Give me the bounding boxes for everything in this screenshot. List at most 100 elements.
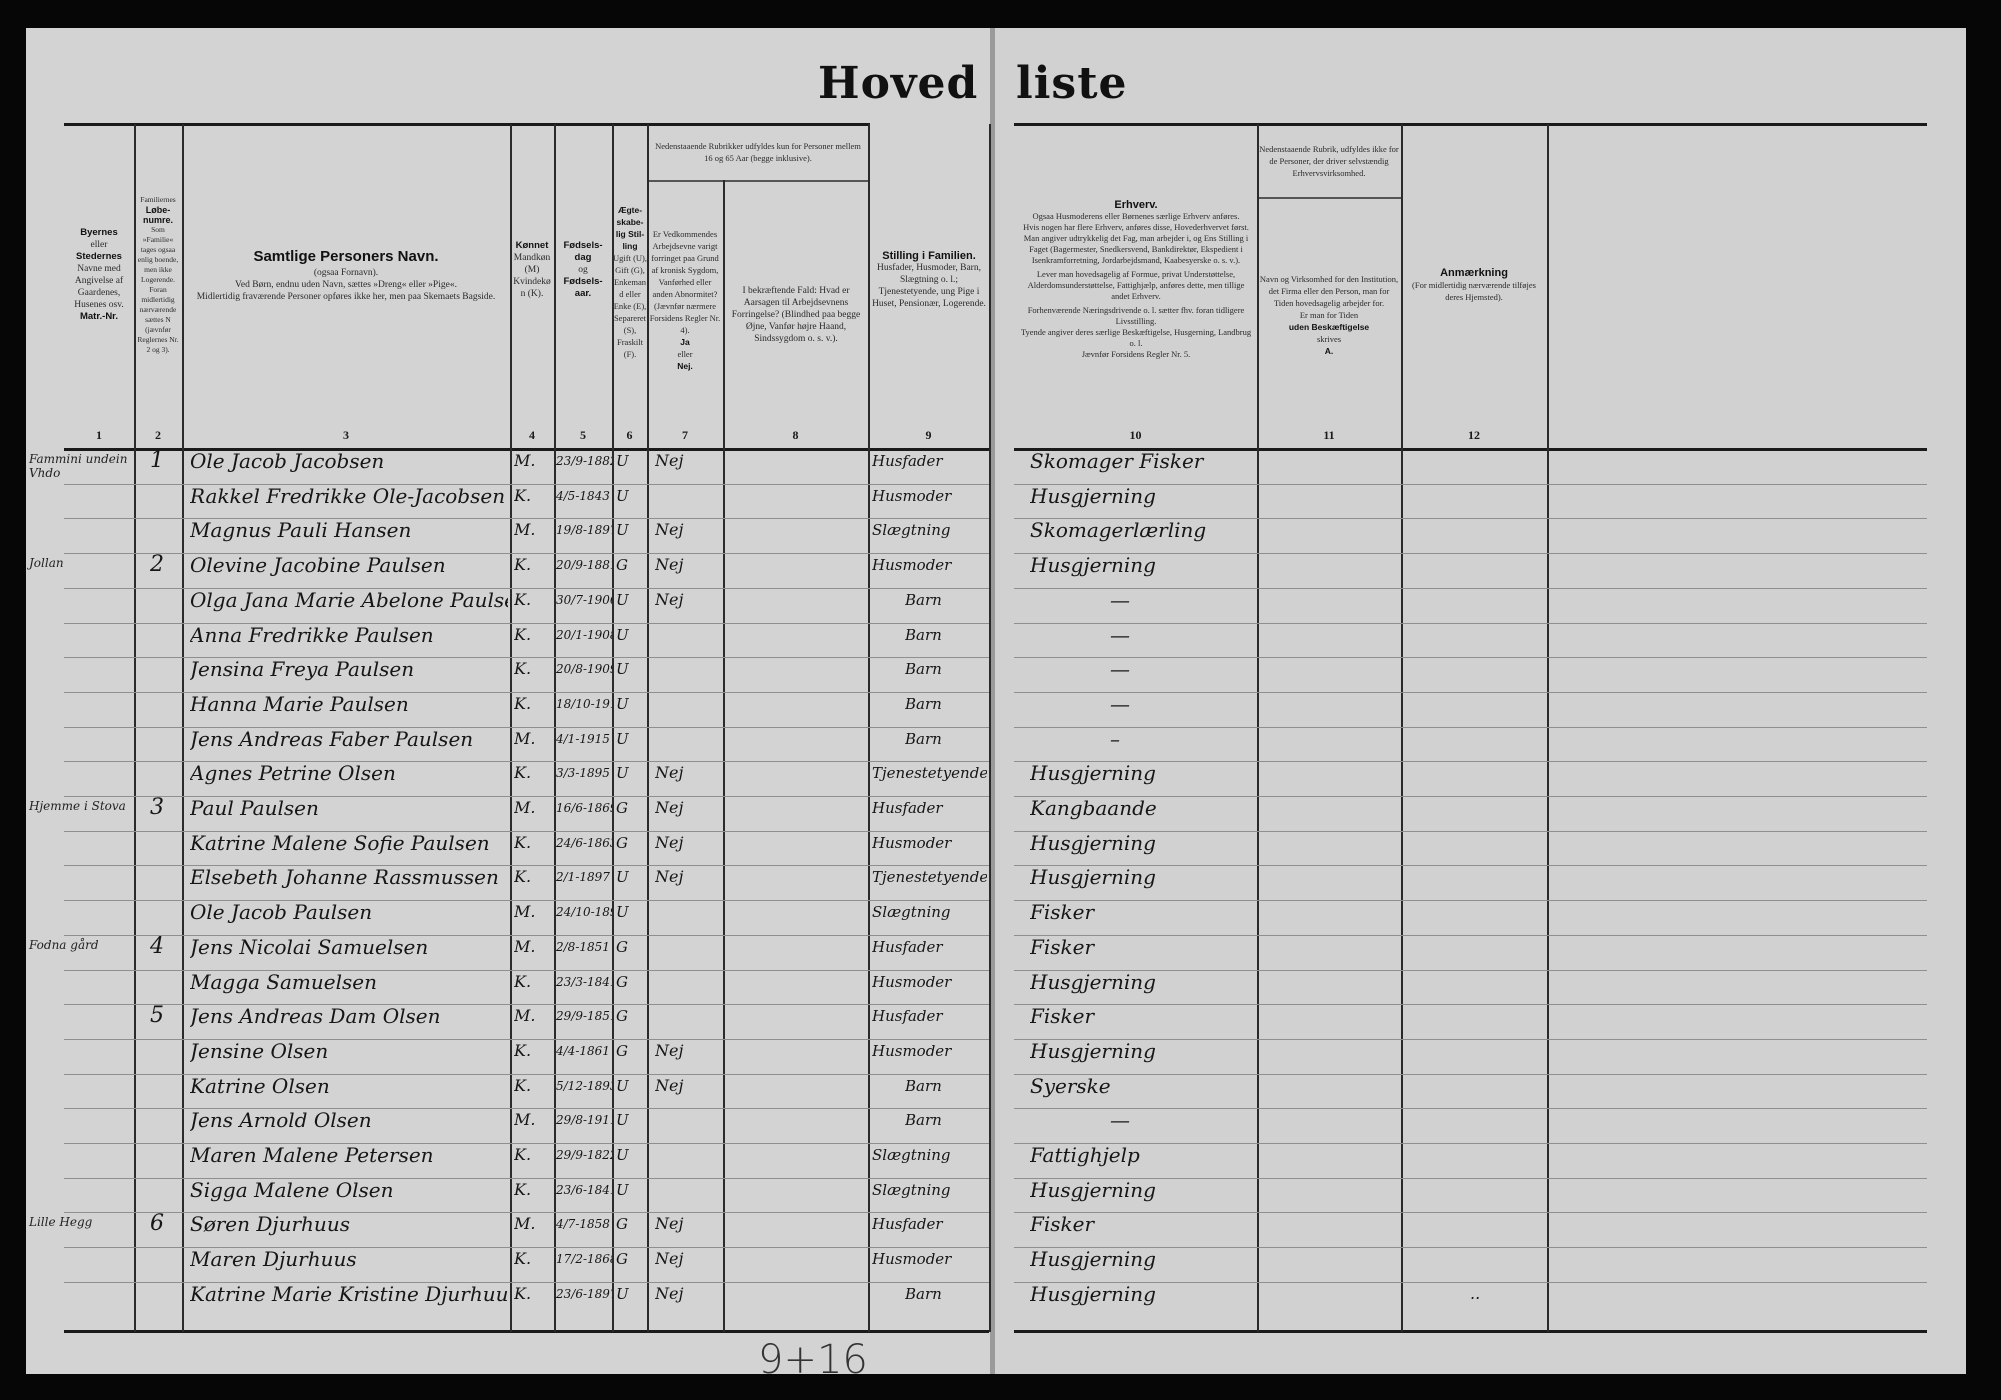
cell-name: Olga Jana Marie Abelone Paulsen [190, 588, 508, 612]
cell-sex: M. [514, 1214, 536, 1233]
cell-place: Jollan [29, 556, 64, 570]
row-rule [1014, 1178, 1927, 1179]
row-rule [1014, 796, 1927, 797]
cell-disabled: Nej [655, 451, 684, 470]
cell-civil: G [616, 1250, 628, 1268]
cell-sex: K. [514, 1249, 532, 1268]
cell-occupation: — [1110, 588, 1130, 612]
cell-sex: M. [514, 1006, 536, 1025]
cell-name: Magga Samuelsen [190, 970, 377, 994]
cell-family-number [150, 1031, 180, 1065]
column-number: 1 [96, 428, 102, 442]
cell-civil: G [616, 556, 628, 574]
cell-family-number [150, 1066, 180, 1100]
cell-disabled: Nej [655, 763, 684, 782]
row-rule [64, 1039, 989, 1040]
header-col8: I bekræftende Fald: Hvad er Aarsagen til… [731, 286, 861, 344]
cell-born: 23/6-1841 [556, 1183, 612, 1197]
cell-note [1470, 788, 1530, 822]
column-number: 6 [626, 428, 633, 442]
cell-family-number [150, 580, 180, 614]
cell-family-number [150, 1170, 180, 1204]
cell-role: Husfader [872, 452, 943, 470]
column-divider [647, 124, 649, 1332]
cell-born: 29/9-1822 [556, 1148, 612, 1162]
cell-place: Hjemme i Stova [29, 799, 126, 813]
cell-family-number: 3 [150, 795, 164, 820]
row-rule [64, 1212, 989, 1213]
row-rule [1014, 518, 1927, 519]
cell-sex: M. [514, 729, 536, 748]
cell-sex: K. [514, 694, 532, 713]
row-rule [1014, 1282, 1927, 1283]
header-col11-top: Nedenstaaende Rubrik, udfyldes ikke for … [1259, 144, 1399, 178]
cell-role: Husmoder [872, 834, 952, 852]
column-number: 11 [1323, 428, 1335, 442]
header-col2: Familiernes Løbe-numre. Som »Familie« tage… [137, 195, 179, 354]
cell-family-number [150, 1239, 180, 1273]
cell-note [1470, 1204, 1530, 1238]
cell-disabled [655, 719, 715, 753]
row-rule [64, 970, 989, 971]
cell-sex: K. [514, 590, 532, 609]
cell-note [1470, 962, 1530, 996]
header-col9: Stilling i Familien. Husfader, Husmoder, … [872, 250, 986, 309]
cell-note [1470, 1100, 1530, 1134]
cell-civil: G [616, 1215, 628, 1233]
cell-family-number: 4 [150, 934, 164, 959]
cell-note [1470, 649, 1530, 683]
row-rule [64, 1004, 989, 1005]
cell-family-number [150, 719, 180, 753]
cell-role: Barn [905, 695, 942, 713]
table-bottom-rule-left [64, 1330, 989, 1333]
cell-name: Søren Djurhuus [190, 1212, 350, 1236]
cell-note [1470, 927, 1530, 961]
cell-occupation: Fisker [1030, 900, 1095, 924]
column-divider [510, 124, 512, 1332]
column-number: 10 [1129, 428, 1142, 442]
cell-name: Katrine Marie Kristine Djurhuus [190, 1282, 508, 1306]
header-col4: Kønnet Mandkøn (M) Kvindekøn (K). [513, 240, 551, 299]
row-rule [64, 900, 989, 901]
cell-note [1470, 996, 1530, 1030]
row-rule [1014, 1143, 1927, 1144]
cell-sex: K. [514, 763, 532, 782]
cell-name: Paul Paulsen [190, 796, 319, 820]
cell-born: 24/10-1895 [556, 905, 612, 919]
cell-family-number [150, 962, 180, 996]
cell-occupation: – [1110, 727, 1120, 751]
cell-name: Sigga Malene Olsen [190, 1178, 394, 1202]
row-rule [64, 831, 989, 832]
row-rule [64, 692, 989, 693]
cell-name: Jens Arnold Olsen [190, 1108, 372, 1132]
cell-civil: U [616, 903, 629, 921]
cell-role: Husfader [872, 799, 943, 817]
cell-sex: K. [514, 867, 532, 886]
cell-family-number [150, 510, 180, 544]
cell-name: Jensine Olsen [190, 1039, 329, 1063]
header-col10: Erhverv. Ogsaa Husmoderens eller Børnenes… [1020, 199, 1252, 360]
column-divider [612, 124, 614, 1332]
cell-born: 20/1-1908 [556, 628, 612, 642]
cell-family-number [150, 1100, 180, 1134]
cell-note [1470, 615, 1530, 649]
cell-role: Husfader [872, 1007, 943, 1025]
cell-disabled: Nej [655, 833, 684, 852]
row-rule [64, 484, 989, 485]
cell-role: Tjenestetyende [872, 764, 987, 782]
cell-occupation: — [1110, 1108, 1130, 1132]
cell-name: Hanna Marie Paulsen [190, 692, 409, 716]
cell-disabled: Nej [655, 798, 684, 817]
cell-occupation: — [1110, 692, 1130, 716]
row-rule [64, 588, 989, 589]
column-divider [1257, 124, 1259, 1332]
cell-role: Husmoder [872, 556, 952, 574]
cell-disabled [655, 476, 715, 510]
cell-role: Slægtning [872, 903, 951, 921]
cell-civil: G [616, 973, 628, 991]
cell-role: Husmoder [872, 1250, 952, 1268]
cell-occupation: — [1110, 623, 1130, 647]
column-number: 7 [682, 428, 688, 442]
cell-note: .. [1470, 1284, 1481, 1303]
cell-sex: M. [514, 451, 536, 470]
